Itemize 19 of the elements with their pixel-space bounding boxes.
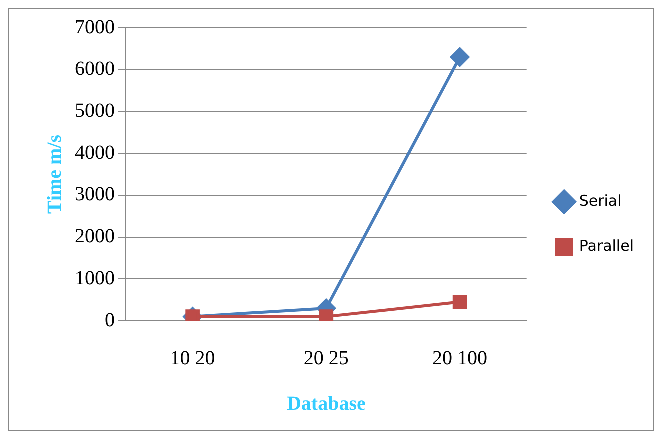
y-tick-label: 3000: [75, 184, 115, 206]
y-tick-label: 5000: [75, 100, 115, 122]
point: [450, 48, 470, 67]
x-tick-label: 20 25: [304, 347, 349, 370]
y-tick-label: 7000: [75, 16, 115, 38]
y-tick-label: 1000: [75, 267, 115, 290]
y-tick-label: 6000: [75, 58, 115, 80]
point: [452, 295, 468, 310]
y-axis-title: Time m/s: [44, 134, 66, 214]
point: [186, 310, 200, 321]
x-axis-title: Database: [286, 393, 366, 416]
y-tick-label: 0: [105, 309, 115, 332]
x-tick-label: 10 20: [170, 347, 216, 370]
legend-label: Parallel: [579, 236, 634, 255]
point: [319, 310, 334, 321]
x-tick-label: 20 100: [432, 347, 488, 370]
y-tick-label: 4000: [75, 142, 115, 164]
y-tick-label: 2000: [75, 226, 115, 248]
legend-label: Serial: [579, 192, 622, 210]
